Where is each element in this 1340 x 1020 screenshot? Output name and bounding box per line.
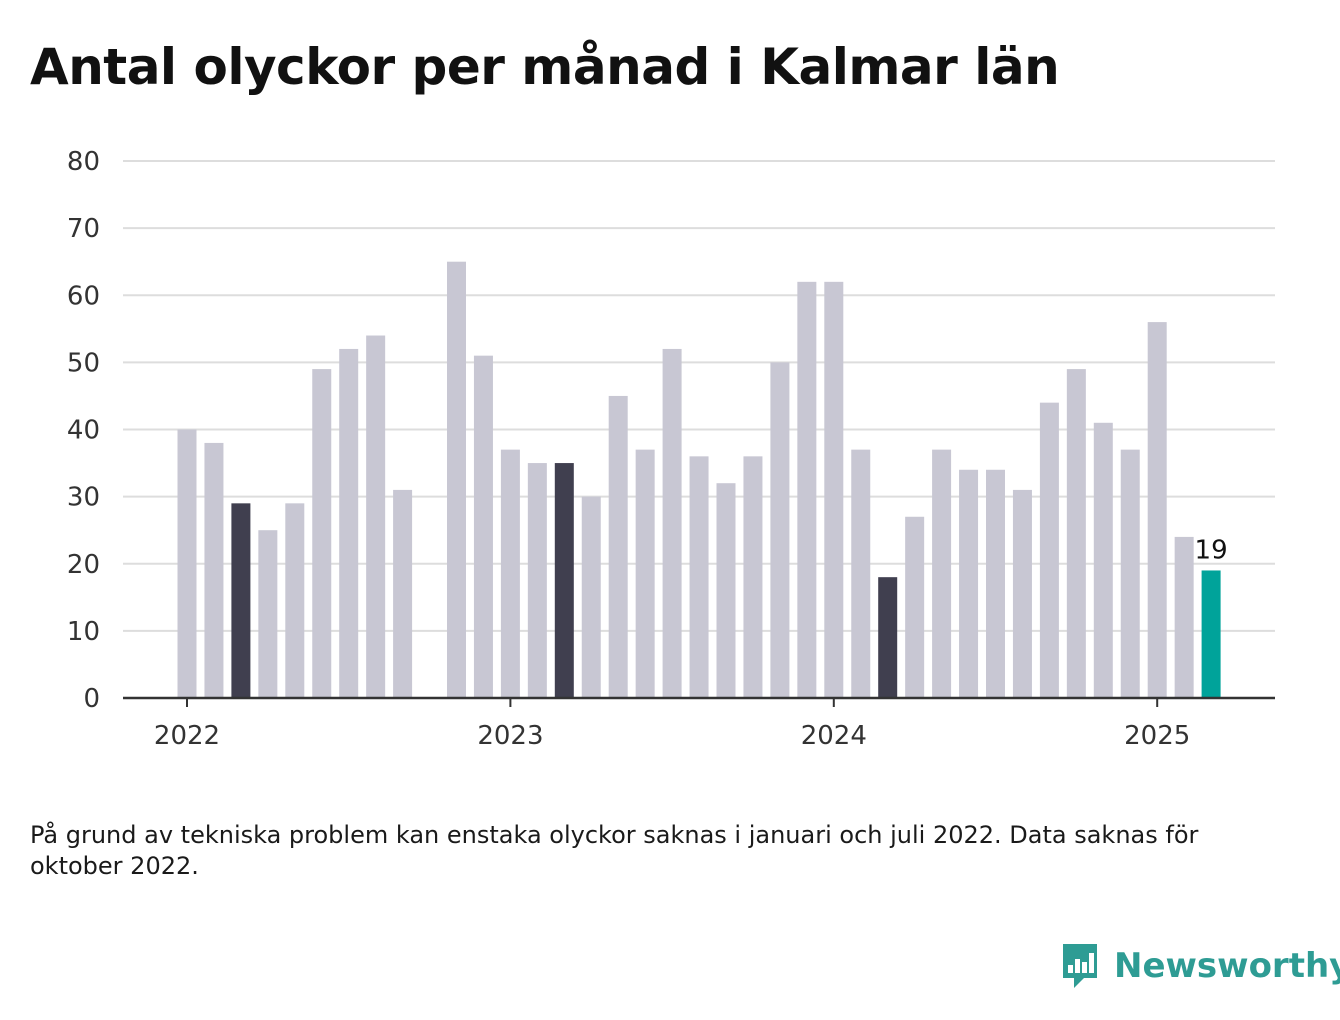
x-tick-label: 2023 (477, 721, 543, 751)
chart-title: Antal olyckor per månad i Kalmar län (30, 38, 1060, 96)
bar (339, 348, 359, 698)
bar (797, 281, 817, 698)
bar (473, 355, 493, 698)
bar (770, 362, 790, 698)
bar (312, 369, 332, 698)
bar (986, 469, 1005, 698)
y-axis-ticks: 0 10 20 30 40 50 60 70 80 (67, 147, 100, 714)
bar (581, 496, 601, 698)
bar (824, 281, 844, 698)
bar (878, 577, 898, 698)
y-tick-label: 0 (83, 684, 100, 714)
newsworthy-logo: Newsworthy (1060, 940, 1340, 992)
bar (1066, 369, 1086, 698)
bars (177, 261, 1221, 698)
bar (608, 395, 628, 698)
x-tick-label: 2024 (801, 721, 867, 751)
bar (689, 456, 709, 698)
bar (177, 429, 197, 698)
brand-name: Newsworthy (1114, 946, 1340, 986)
bar (527, 463, 547, 698)
bar (258, 530, 278, 698)
bar (1093, 422, 1113, 698)
bar (1039, 402, 1059, 698)
y-tick-label: 50 (67, 348, 100, 378)
x-tick-label: 2025 (1124, 721, 1190, 751)
bar (447, 261, 466, 698)
bar (932, 449, 952, 698)
x-tick-label: 2022 (154, 721, 220, 751)
bar (851, 449, 871, 698)
y-tick-label: 10 (67, 617, 100, 647)
bar (231, 503, 251, 698)
bar (204, 442, 224, 698)
bar (366, 335, 386, 698)
x-axis: 2022 2023 2024 2025 (123, 696, 1275, 751)
y-tick-label: 30 (67, 483, 100, 513)
bar (905, 516, 925, 698)
bar (554, 463, 574, 698)
bar (662, 348, 682, 698)
bar-chart: 0 10 20 30 40 50 60 70 80 2022 2023 2024 2025 19 (67, 147, 1275, 751)
y-tick-label: 20 (67, 550, 100, 580)
bar (285, 503, 305, 698)
value-label: 19 (1195, 535, 1228, 565)
bar (959, 469, 979, 698)
bar (1201, 570, 1221, 698)
bar (1012, 489, 1032, 698)
y-tick-label: 40 (67, 416, 100, 446)
bar (1174, 536, 1194, 698)
bar (1147, 322, 1167, 698)
y-tick-label: 60 (67, 281, 100, 311)
bar (635, 449, 655, 698)
bar (1120, 449, 1140, 698)
footnote: På grund av tekniska problem kan enstaka… (30, 821, 1199, 880)
bar (743, 456, 763, 698)
newsworthy-logo-icon (1063, 944, 1097, 988)
bar (500, 449, 520, 698)
value-labels: 19 (1195, 535, 1228, 565)
y-tick-label: 70 (67, 214, 100, 244)
y-tick-label: 80 (67, 147, 100, 177)
bar (716, 483, 736, 698)
bar (393, 489, 413, 698)
